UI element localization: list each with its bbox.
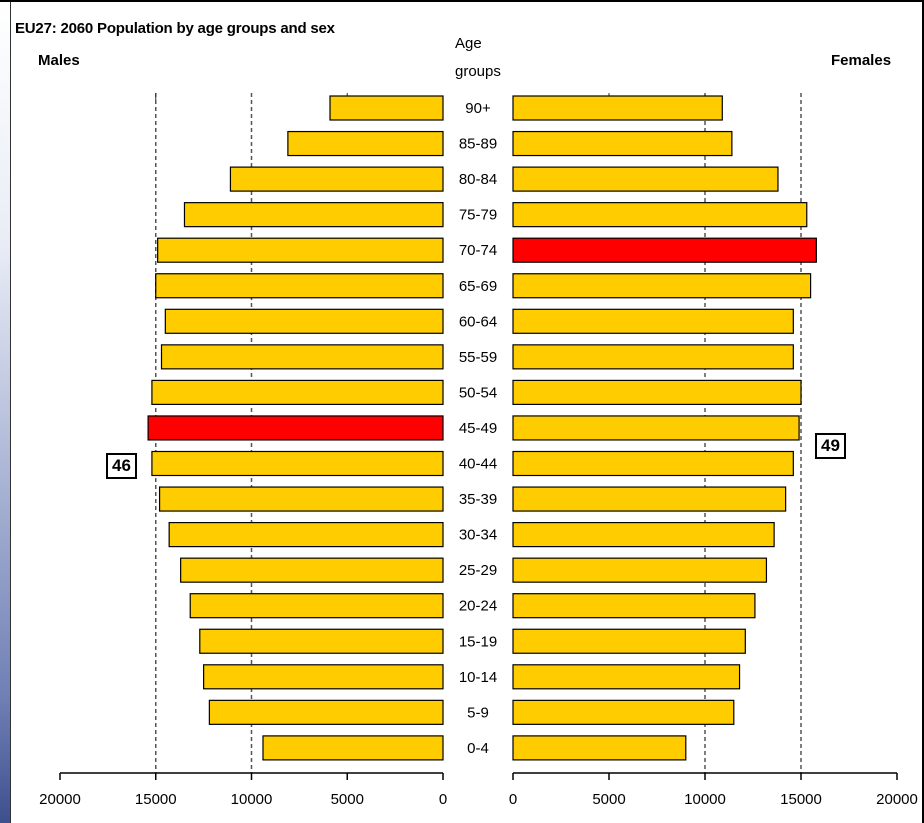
female-bar (512, 130, 733, 157)
age-group-label: 80-84 (459, 171, 497, 188)
female-bar (512, 450, 794, 477)
male-bar (158, 486, 444, 512)
female-bar (512, 699, 735, 725)
male-bar (164, 308, 444, 334)
age-group-label: 60-64 (459, 313, 497, 330)
female-bar (512, 166, 779, 192)
male-bar (155, 273, 444, 299)
female-bar (512, 308, 794, 334)
age-group-label: 70-74 (459, 242, 497, 259)
female-bar (512, 344, 794, 370)
age-header-line1: Age (455, 35, 482, 52)
male-bar (189, 593, 444, 619)
male-bar (262, 735, 444, 761)
callout-left-box: 46 (106, 453, 137, 479)
female-bar (512, 95, 723, 121)
age-group-label: 40-44 (459, 456, 497, 473)
male-bar (287, 130, 444, 157)
female-bar (512, 486, 787, 512)
age-group-label: 45-49 (459, 420, 497, 437)
age-group-label: 50-54 (459, 384, 497, 401)
age-groups-header: Age groups (455, 30, 501, 86)
female-bar (512, 593, 756, 619)
male-x-tick-label: 15000 (135, 791, 177, 808)
age-group-label: 35-39 (459, 491, 497, 508)
male-bar (199, 628, 444, 654)
age-group-label: 25-29 (459, 562, 497, 579)
male-bar (203, 664, 444, 690)
age-group-label: 10-14 (459, 669, 497, 686)
male-bar (208, 699, 444, 725)
male-bar (168, 521, 444, 548)
female-x-tick-label: 15000 (780, 791, 822, 808)
age-group-label: 85-89 (459, 136, 497, 153)
male-x-tick-label: 20000 (39, 791, 81, 808)
male-bar (329, 95, 444, 121)
chart-title: EU27: 2060 Population by age groups and … (15, 20, 335, 37)
callout-right-box: 49 (815, 433, 846, 459)
female-bar (512, 379, 802, 405)
age-group-label: 0-4 (467, 740, 489, 757)
females-label: Females (831, 52, 892, 69)
age-group-label: 15-19 (459, 633, 497, 650)
window-edge-strip (0, 0, 11, 823)
age-group-label: 75-79 (459, 207, 497, 224)
female-x-tick-label: 5000 (592, 791, 625, 808)
male-bar (183, 202, 444, 228)
male-bar (157, 237, 444, 263)
female-bar (512, 521, 775, 548)
female-bar (512, 237, 817, 263)
age-group-label: 55-59 (459, 349, 497, 366)
female-bar (512, 202, 808, 228)
male-bar (160, 344, 444, 370)
female-x-tick-label: 20000 (876, 791, 918, 808)
male-bar (229, 166, 444, 192)
male-x-tick-label: 0 (439, 791, 447, 808)
age-group-label: 65-69 (459, 278, 497, 295)
age-header-line2: groups (455, 63, 501, 80)
female-bar (512, 628, 746, 654)
female-bar (512, 735, 687, 761)
male-x-tick-label: 10000 (231, 791, 273, 808)
age-group-label: 20-24 (459, 598, 497, 615)
age-group-label: 90+ (465, 100, 491, 117)
age-group-label: 5-9 (467, 704, 489, 721)
males-label: Males (38, 52, 80, 69)
age-group-label: 30-34 (459, 527, 497, 544)
male-bar (180, 557, 444, 583)
male-bar (147, 415, 444, 441)
female-bar (512, 557, 768, 583)
male-bar (151, 379, 444, 405)
female-x-tick-label: 10000 (684, 791, 726, 808)
female-bar (512, 664, 741, 690)
male-bar (151, 450, 444, 477)
female-bar (512, 273, 812, 299)
female-bar (512, 415, 800, 441)
male-x-tick-label: 5000 (331, 791, 364, 808)
female-x-tick-label: 0 (509, 791, 517, 808)
